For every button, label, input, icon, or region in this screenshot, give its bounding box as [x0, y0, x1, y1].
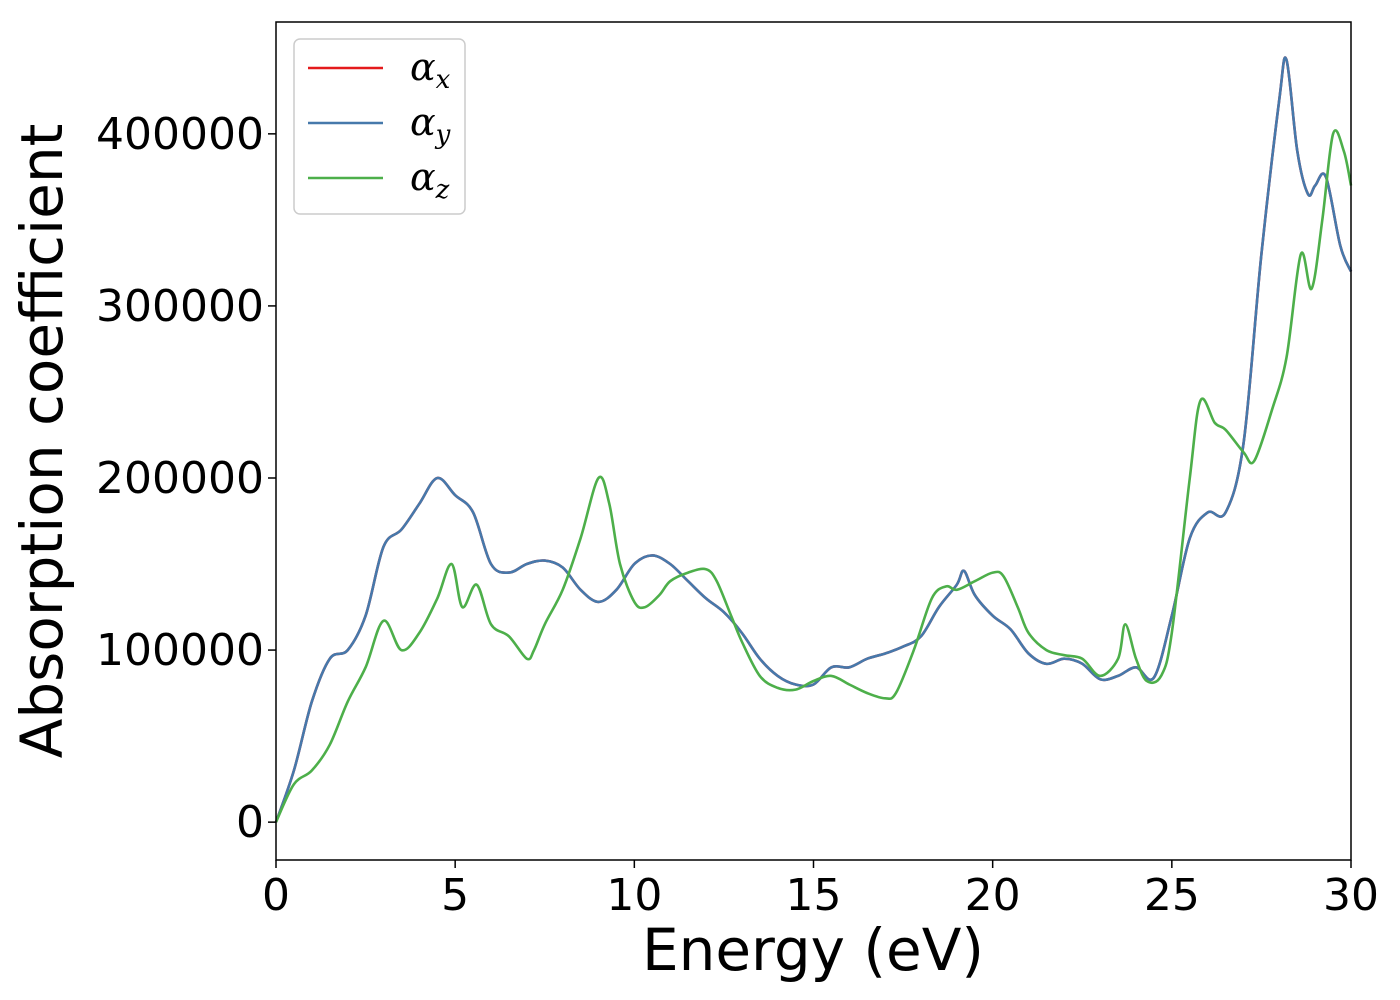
legend-label-z: αz — [410, 155, 450, 205]
legend-frame — [293, 38, 466, 215]
y-tick-label: 300000 — [96, 281, 264, 332]
x-tick-label: 5 — [441, 870, 469, 921]
x-tick-label: 15 — [786, 870, 842, 921]
series-line-z — [274, 129, 1353, 823]
y-tick-label: 0 — [236, 797, 264, 848]
legend-label-x: αx — [410, 45, 451, 95]
legend-label-y: αy — [410, 100, 451, 150]
x-axis-ticks: 0 5 10 15 20 25 30 — [262, 860, 1379, 921]
x-axis-title: Energy (eV) — [642, 916, 984, 984]
y-tick-label: 400000 — [96, 109, 264, 160]
x-tick-label: 10 — [606, 870, 662, 921]
y-axis-ticks: 0 100000 200000 300000 400000 — [96, 109, 276, 848]
y-axis-title: Absorption coefficient — [8, 124, 76, 759]
series-layer — [274, 56, 1353, 823]
x-tick-label: 25 — [1144, 870, 1200, 921]
x-tick-label: 0 — [262, 870, 290, 921]
y-tick-label: 200000 — [96, 453, 264, 504]
y-tick-label: 100000 — [96, 625, 264, 676]
x-tick-label: 20 — [965, 870, 1021, 921]
series-line-y — [274, 56, 1353, 823]
x-tick-label: 30 — [1323, 870, 1379, 921]
